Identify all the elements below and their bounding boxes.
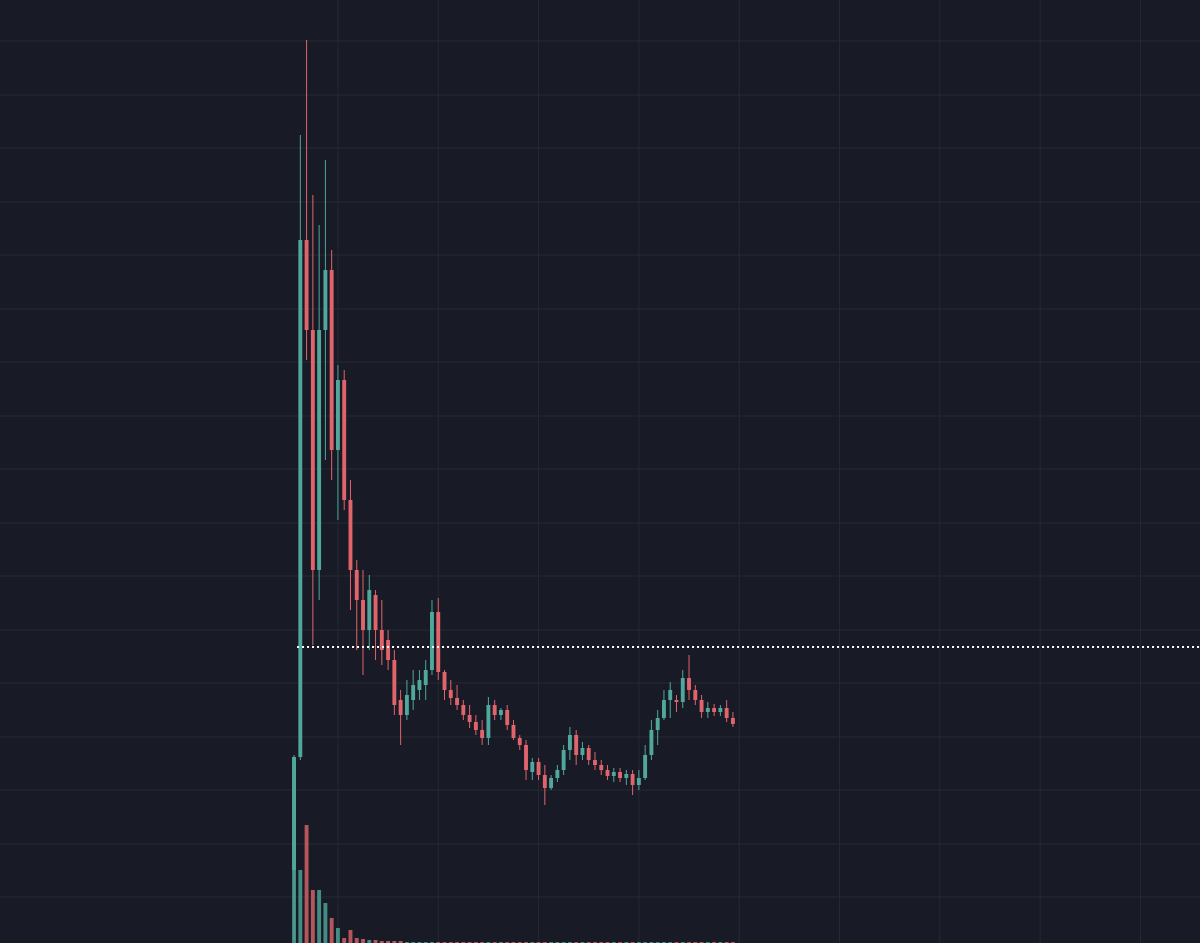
volume-bar (386, 941, 391, 943)
candle-body (668, 690, 673, 700)
candle-body (699, 700, 704, 712)
candle-body (555, 770, 560, 778)
candle-body (448, 690, 453, 698)
candle-body (542, 775, 547, 788)
volume-bar (335, 928, 340, 943)
candle-body (724, 708, 729, 718)
candle-body (323, 270, 328, 330)
candle-body (618, 772, 623, 778)
candle-body (643, 755, 648, 778)
candle-body (599, 765, 604, 770)
candle-body (480, 730, 485, 738)
candle-body (580, 748, 585, 755)
candle-body (567, 735, 572, 750)
candle-body (498, 710, 503, 715)
candle-body (687, 678, 691, 690)
candle-body (630, 774, 635, 785)
volume-bar (310, 890, 315, 943)
candle-body (718, 708, 723, 712)
candle-body (605, 770, 610, 776)
volume-bar (342, 938, 347, 943)
volume-bar (323, 903, 328, 943)
candle-body (310, 330, 315, 570)
volume-bar (379, 941, 384, 943)
candle-body (417, 680, 422, 690)
candle-body (705, 708, 710, 712)
candle-body (404, 695, 409, 715)
candle-body (636, 778, 641, 785)
volume-bar (367, 940, 372, 943)
candle-body (354, 570, 359, 600)
candle-body (442, 672, 447, 690)
candle-body (511, 725, 516, 738)
candle-body (492, 705, 497, 715)
candle-body (367, 590, 372, 630)
candle-body (411, 685, 416, 700)
volume-bar (317, 890, 322, 943)
candle-body (361, 600, 365, 630)
volume-bar (361, 939, 365, 943)
candle-body (392, 660, 397, 705)
candle-body (348, 500, 353, 570)
candle-body (335, 380, 340, 450)
volume-bar (354, 938, 359, 943)
candle-body (423, 670, 428, 685)
volume-bar (392, 941, 397, 943)
candle-body (693, 690, 698, 700)
candle-body (467, 715, 472, 722)
candle-body (593, 760, 597, 765)
candle-body (455, 698, 459, 705)
volume-bar (304, 825, 309, 943)
candle-body (712, 708, 717, 712)
candle-body (342, 380, 347, 500)
candle-body (662, 700, 666, 718)
candle-body (430, 612, 434, 670)
candle-body (292, 757, 296, 870)
candle-body (517, 738, 522, 745)
candle-body (586, 748, 591, 760)
candle-body (398, 700, 403, 715)
candle-body (461, 705, 466, 715)
candle-body (329, 270, 334, 450)
candle-body (674, 700, 679, 702)
candle-body (536, 762, 541, 775)
candle-body (373, 595, 378, 630)
volume-bar (329, 918, 334, 943)
candle-body (574, 735, 579, 755)
candle-body (649, 730, 654, 755)
candle-body (611, 772, 616, 776)
candle-body (386, 640, 391, 660)
candle-body (486, 705, 491, 738)
candle-body (317, 330, 322, 570)
candle-body (436, 612, 441, 672)
candle-body (730, 718, 735, 724)
candle-body (530, 762, 535, 772)
candle-body (549, 778, 554, 788)
candle-body (561, 750, 566, 770)
candle-body (473, 722, 478, 730)
candle-body (304, 240, 309, 330)
candle-body (624, 774, 629, 778)
candle-body (298, 240, 303, 757)
candle-body (505, 710, 510, 725)
candle-body (680, 678, 685, 702)
volume-bar (298, 870, 303, 943)
volume-bar (348, 930, 353, 943)
candle-body (524, 745, 528, 770)
candle-body (379, 630, 384, 650)
candle-body (655, 718, 660, 730)
volume-bar (398, 941, 403, 943)
volume-bar (373, 940, 378, 943)
